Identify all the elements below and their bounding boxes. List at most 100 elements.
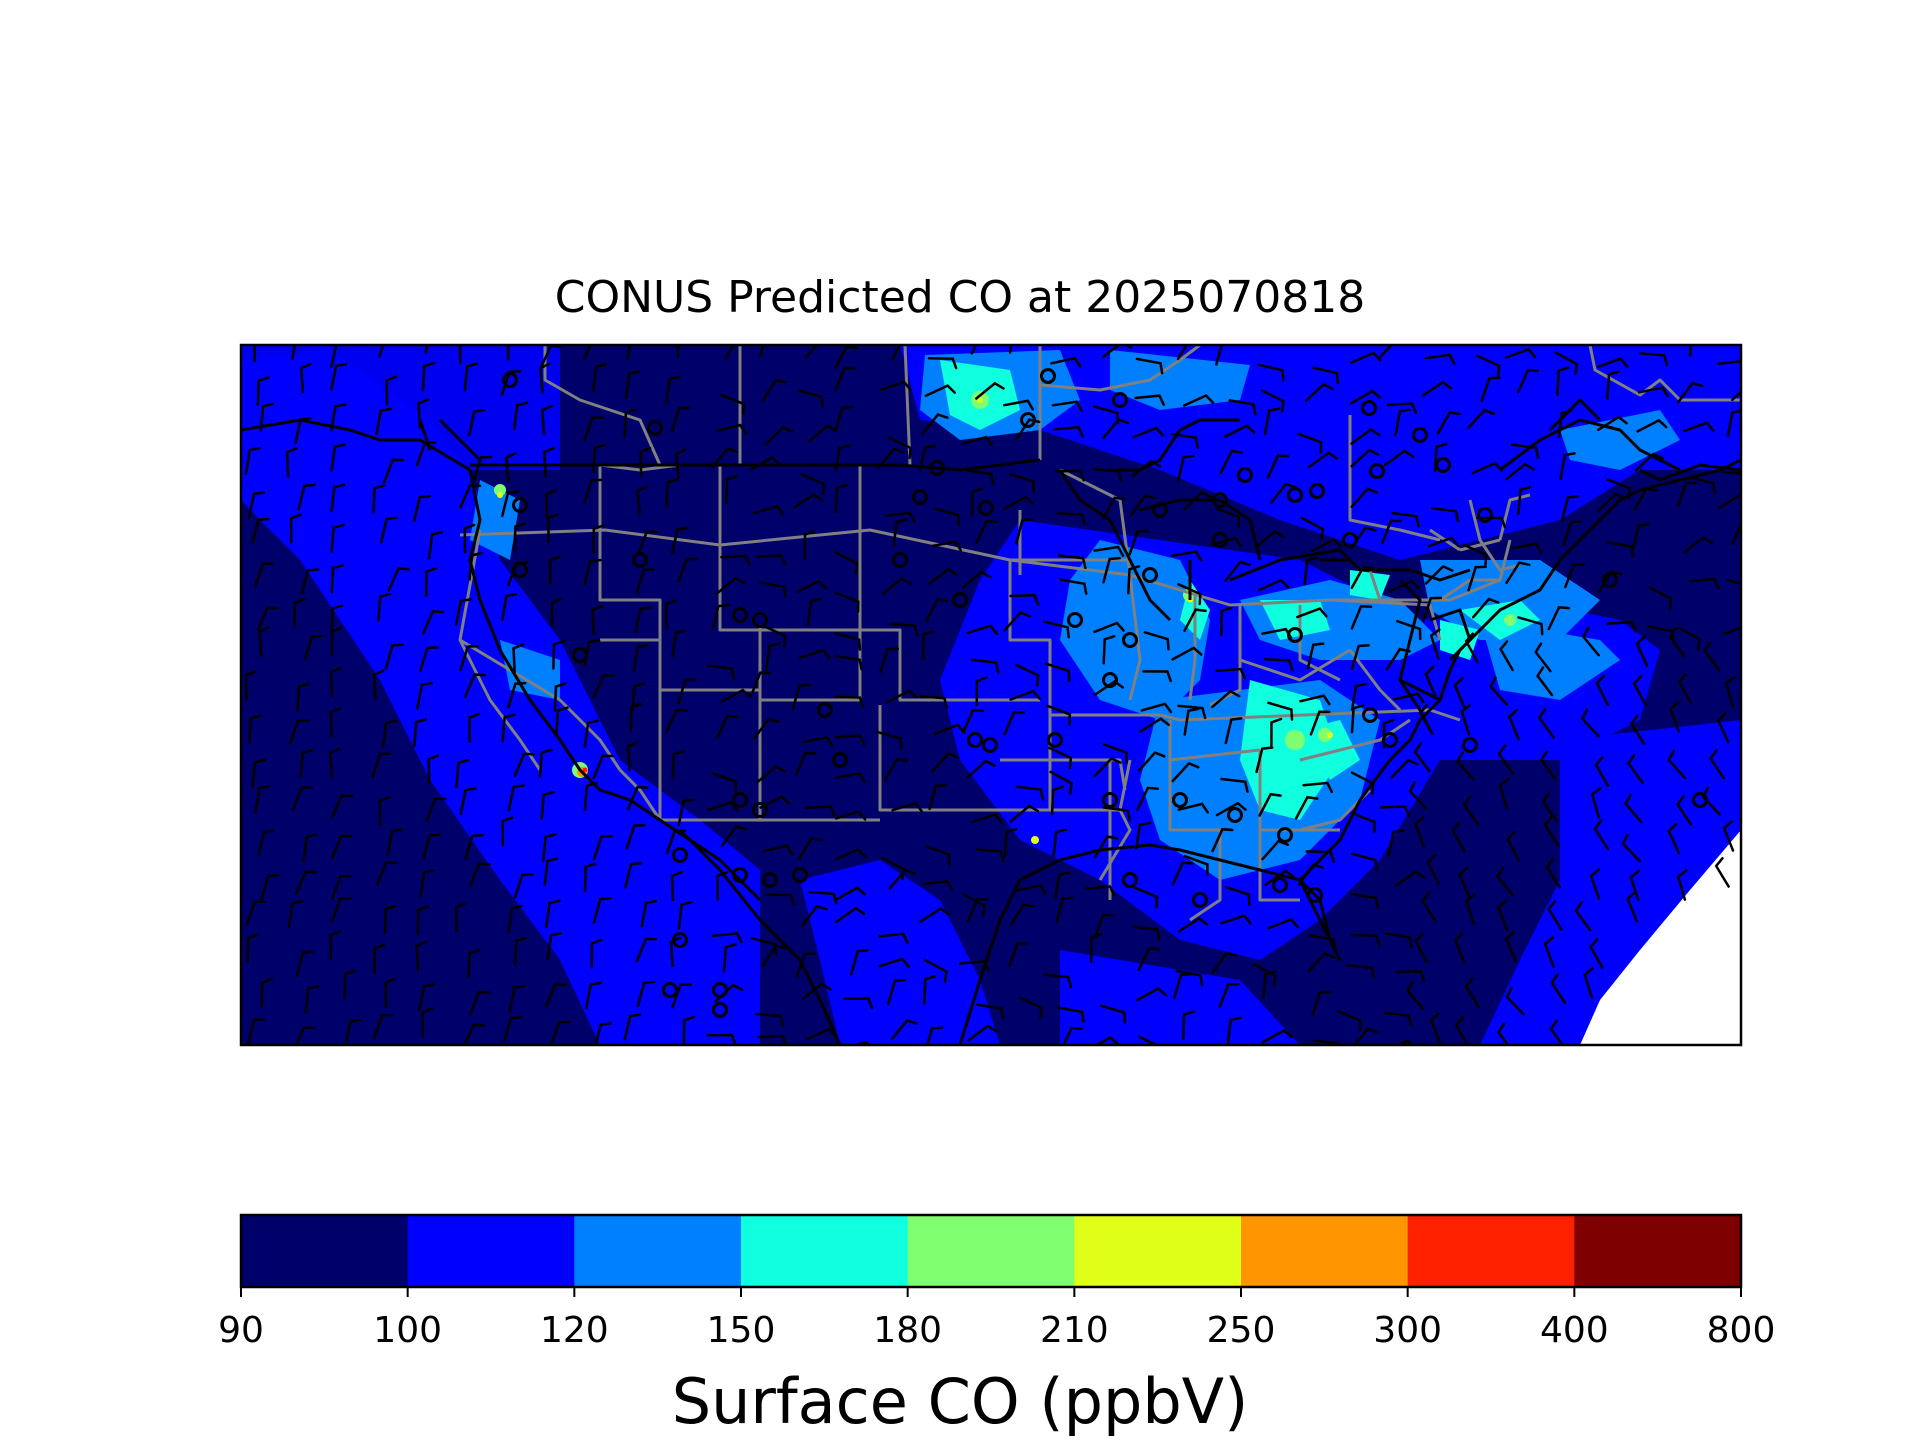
wind-barb xyxy=(548,555,561,586)
wind-barb xyxy=(375,407,392,436)
wind-barb xyxy=(677,557,699,583)
wind-barb xyxy=(1606,478,1631,500)
wind-barb xyxy=(1307,451,1339,469)
wind-barb xyxy=(1102,418,1130,440)
wind-barb xyxy=(665,478,679,508)
wind-barb xyxy=(1676,381,1704,404)
wind-barb xyxy=(592,897,612,924)
wind-barb xyxy=(285,447,298,478)
wind-barb xyxy=(1464,977,1481,1009)
wind-barb xyxy=(375,861,398,887)
wind-barb xyxy=(1534,642,1552,673)
wind-barb xyxy=(1084,885,1116,897)
wind-barb xyxy=(459,787,477,816)
calm-wind-circle xyxy=(752,612,768,628)
calm-wind-circle xyxy=(1361,400,1377,416)
wind-barb xyxy=(834,654,863,671)
wind-barb xyxy=(835,886,867,901)
wind-barb xyxy=(464,834,484,861)
wind-barb xyxy=(1053,871,1071,900)
wind-barb xyxy=(1177,583,1202,606)
wind-barb xyxy=(501,592,518,621)
wind-barb xyxy=(1093,621,1125,634)
wind-barb xyxy=(468,712,481,743)
wind-barb xyxy=(878,932,909,945)
wind-barb xyxy=(257,829,276,857)
wind-barb xyxy=(1224,885,1251,906)
wind-barb xyxy=(1102,496,1126,521)
wind-barb xyxy=(1633,487,1658,511)
wind-barb xyxy=(975,847,1005,863)
wind-barb xyxy=(1556,366,1570,396)
wind-barb xyxy=(385,375,398,406)
wind-barb xyxy=(706,664,736,680)
wind-barb xyxy=(463,362,479,392)
wind-barb xyxy=(975,381,1005,400)
wind-barb xyxy=(1379,345,1394,359)
wind-barb xyxy=(1414,816,1425,848)
wind-barb xyxy=(1547,899,1563,931)
wind-barb xyxy=(671,750,685,780)
wind-barb xyxy=(922,630,935,660)
wind-barb xyxy=(1507,708,1520,741)
wind-barb xyxy=(506,345,510,362)
calm-wind-circle xyxy=(1462,737,1478,753)
wind-barb xyxy=(1426,853,1440,886)
wind-barb xyxy=(303,634,324,661)
wind-barb xyxy=(1597,415,1628,432)
colorbar-bin-90-100 xyxy=(241,1215,409,1287)
wind-barb xyxy=(1382,718,1395,749)
wind-barb xyxy=(1131,459,1162,478)
calm-wind-circle xyxy=(1287,487,1303,503)
wind-barb xyxy=(1560,495,1580,523)
wind-barb xyxy=(1015,785,1045,801)
wind-barb xyxy=(253,345,257,363)
wind-barb xyxy=(1454,1016,1469,1045)
wind-barb xyxy=(328,747,341,779)
wind-barb xyxy=(794,751,817,777)
wind-barb xyxy=(248,714,262,744)
wind-barb xyxy=(797,389,824,409)
wind-barb xyxy=(1183,491,1212,511)
wind-barb xyxy=(724,475,738,505)
wind-barb xyxy=(1545,857,1562,889)
wind-barb xyxy=(1517,485,1532,515)
wind-barb xyxy=(1003,827,1018,858)
wind-barb xyxy=(1429,628,1441,660)
wind-barb xyxy=(671,629,687,658)
wind-barb xyxy=(921,413,949,435)
wind-barb xyxy=(720,824,748,848)
wind-barb xyxy=(1311,990,1332,1017)
wind-barb xyxy=(1351,933,1381,947)
wind-barb xyxy=(1132,925,1161,941)
wind-barb xyxy=(330,666,342,698)
wind-barb xyxy=(1305,850,1336,863)
wind-barb xyxy=(552,639,565,670)
colorbar-frame xyxy=(239,1213,1743,1289)
wind-barb xyxy=(1639,352,1669,367)
calm-wind-circle xyxy=(712,1002,728,1018)
wind-barb xyxy=(384,643,404,670)
calm-wind-circle xyxy=(929,460,945,476)
wind-barb xyxy=(256,606,279,632)
wind-barb xyxy=(752,504,785,516)
wind-barb xyxy=(1044,662,1071,683)
wind-barb xyxy=(296,682,310,712)
wind-barb xyxy=(1263,407,1281,436)
wind-barb xyxy=(540,790,555,820)
wind-barb xyxy=(500,370,522,396)
wind-barb xyxy=(592,524,605,555)
calm-wind-circle xyxy=(912,489,928,505)
no-data-region xyxy=(1580,830,1741,1045)
wind-barb xyxy=(1547,605,1571,631)
wind-barb xyxy=(1726,409,1741,438)
wind-barb xyxy=(463,523,476,554)
wind-barb xyxy=(1055,896,1074,924)
wind-barb xyxy=(291,345,297,361)
wind-barb xyxy=(1709,749,1726,780)
wind-barb xyxy=(1218,982,1240,1008)
wind-barb xyxy=(1557,409,1573,438)
wind-barb xyxy=(834,345,859,369)
